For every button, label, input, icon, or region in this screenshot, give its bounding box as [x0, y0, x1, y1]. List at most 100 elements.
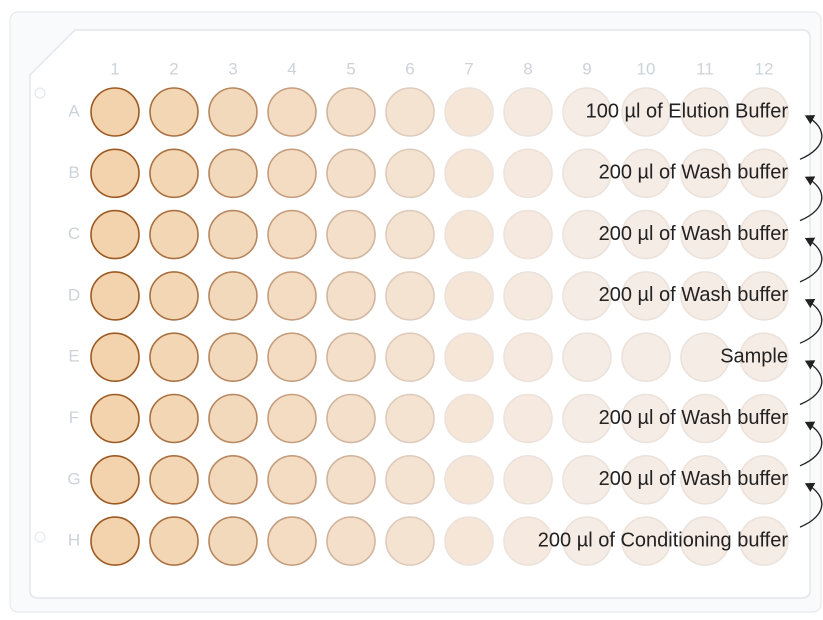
well: [385, 148, 435, 199]
well: [208, 454, 258, 505]
well: [503, 271, 553, 321]
well: [444, 393, 494, 444]
step-label: 200 µl of Wash buffer: [599, 468, 789, 490]
well: [326, 87, 376, 137]
well: [267, 87, 317, 137]
plate-notch: [34, 87, 46, 99]
well: [680, 271, 730, 321]
well: [149, 148, 199, 199]
well: [385, 516, 435, 566]
step-label: 200 µl of Wash buffer: [599, 407, 789, 429]
column-label: 10: [637, 59, 656, 78]
well: [680, 454, 730, 505]
well: [385, 87, 435, 137]
well: [267, 148, 317, 199]
step-arrow: [799, 115, 823, 160]
well: [326, 271, 376, 321]
well: [208, 87, 258, 137]
well: [621, 454, 671, 505]
well: [562, 271, 612, 321]
well: [503, 516, 553, 566]
column-label: 7: [464, 59, 473, 78]
well: [444, 148, 494, 199]
well: [621, 393, 671, 444]
column-label: 4: [287, 59, 296, 78]
well: [503, 148, 553, 199]
well: [208, 516, 258, 566]
well: [90, 271, 140, 321]
well: [562, 516, 612, 566]
well: [149, 393, 199, 444]
column-label: 2: [169, 59, 178, 78]
well: [326, 148, 376, 199]
well: [444, 332, 494, 383]
well: [503, 393, 553, 444]
well: [621, 209, 671, 260]
step-label: 200 µl of Wash buffer: [599, 284, 789, 306]
step-arrow: [799, 237, 823, 283]
well: [90, 454, 140, 505]
well: [385, 454, 435, 505]
row-label: B: [68, 163, 79, 182]
well: [680, 516, 730, 566]
well: [385, 271, 435, 321]
well: [739, 271, 789, 321]
well: [149, 332, 199, 383]
row-label: C: [68, 224, 80, 243]
step-label: Sample: [720, 345, 788, 367]
well: [562, 209, 612, 260]
well: [739, 454, 789, 505]
well: [739, 209, 789, 260]
well: [267, 454, 317, 505]
well: [149, 454, 199, 505]
well: [90, 516, 140, 566]
well: [326, 454, 376, 505]
well: [208, 148, 258, 199]
step-arrow: [799, 360, 823, 406]
step-arrow: [799, 176, 823, 222]
well: [326, 516, 376, 566]
well: [621, 516, 671, 566]
well: [267, 209, 317, 260]
well: [680, 148, 730, 199]
well: [621, 148, 671, 199]
well: [680, 393, 730, 444]
well: [149, 516, 199, 566]
well: [680, 209, 730, 260]
well: [503, 87, 553, 137]
well: [90, 209, 140, 260]
well: [503, 209, 553, 260]
well: [267, 516, 317, 566]
row-label: F: [69, 408, 79, 427]
row-label: D: [68, 285, 80, 304]
well: [385, 209, 435, 260]
well: [739, 148, 789, 199]
well: [503, 332, 553, 383]
well: [208, 209, 258, 260]
well: [149, 271, 199, 321]
step-arrow: [799, 298, 823, 344]
step-label: 200 µl of Wash buffer: [599, 223, 789, 245]
well: [326, 332, 376, 383]
column-label: 5: [346, 59, 355, 78]
row-label: E: [68, 347, 79, 366]
well: [562, 454, 612, 505]
well: [739, 516, 789, 566]
well: [444, 87, 494, 137]
well: [739, 332, 789, 383]
well: [385, 393, 435, 444]
well: [90, 332, 140, 383]
well: [326, 393, 376, 444]
step-label: 100 µl of Elution Buffer: [586, 100, 789, 122]
well: [503, 454, 553, 505]
well: [385, 332, 435, 383]
step-arrow: [799, 421, 823, 467]
well: [90, 148, 140, 199]
well: [208, 393, 258, 444]
row-label: H: [68, 531, 80, 550]
plate-notch: [34, 531, 46, 543]
well: [621, 87, 671, 137]
well: [739, 393, 789, 444]
column-label: 9: [582, 59, 591, 78]
well: [444, 454, 494, 505]
